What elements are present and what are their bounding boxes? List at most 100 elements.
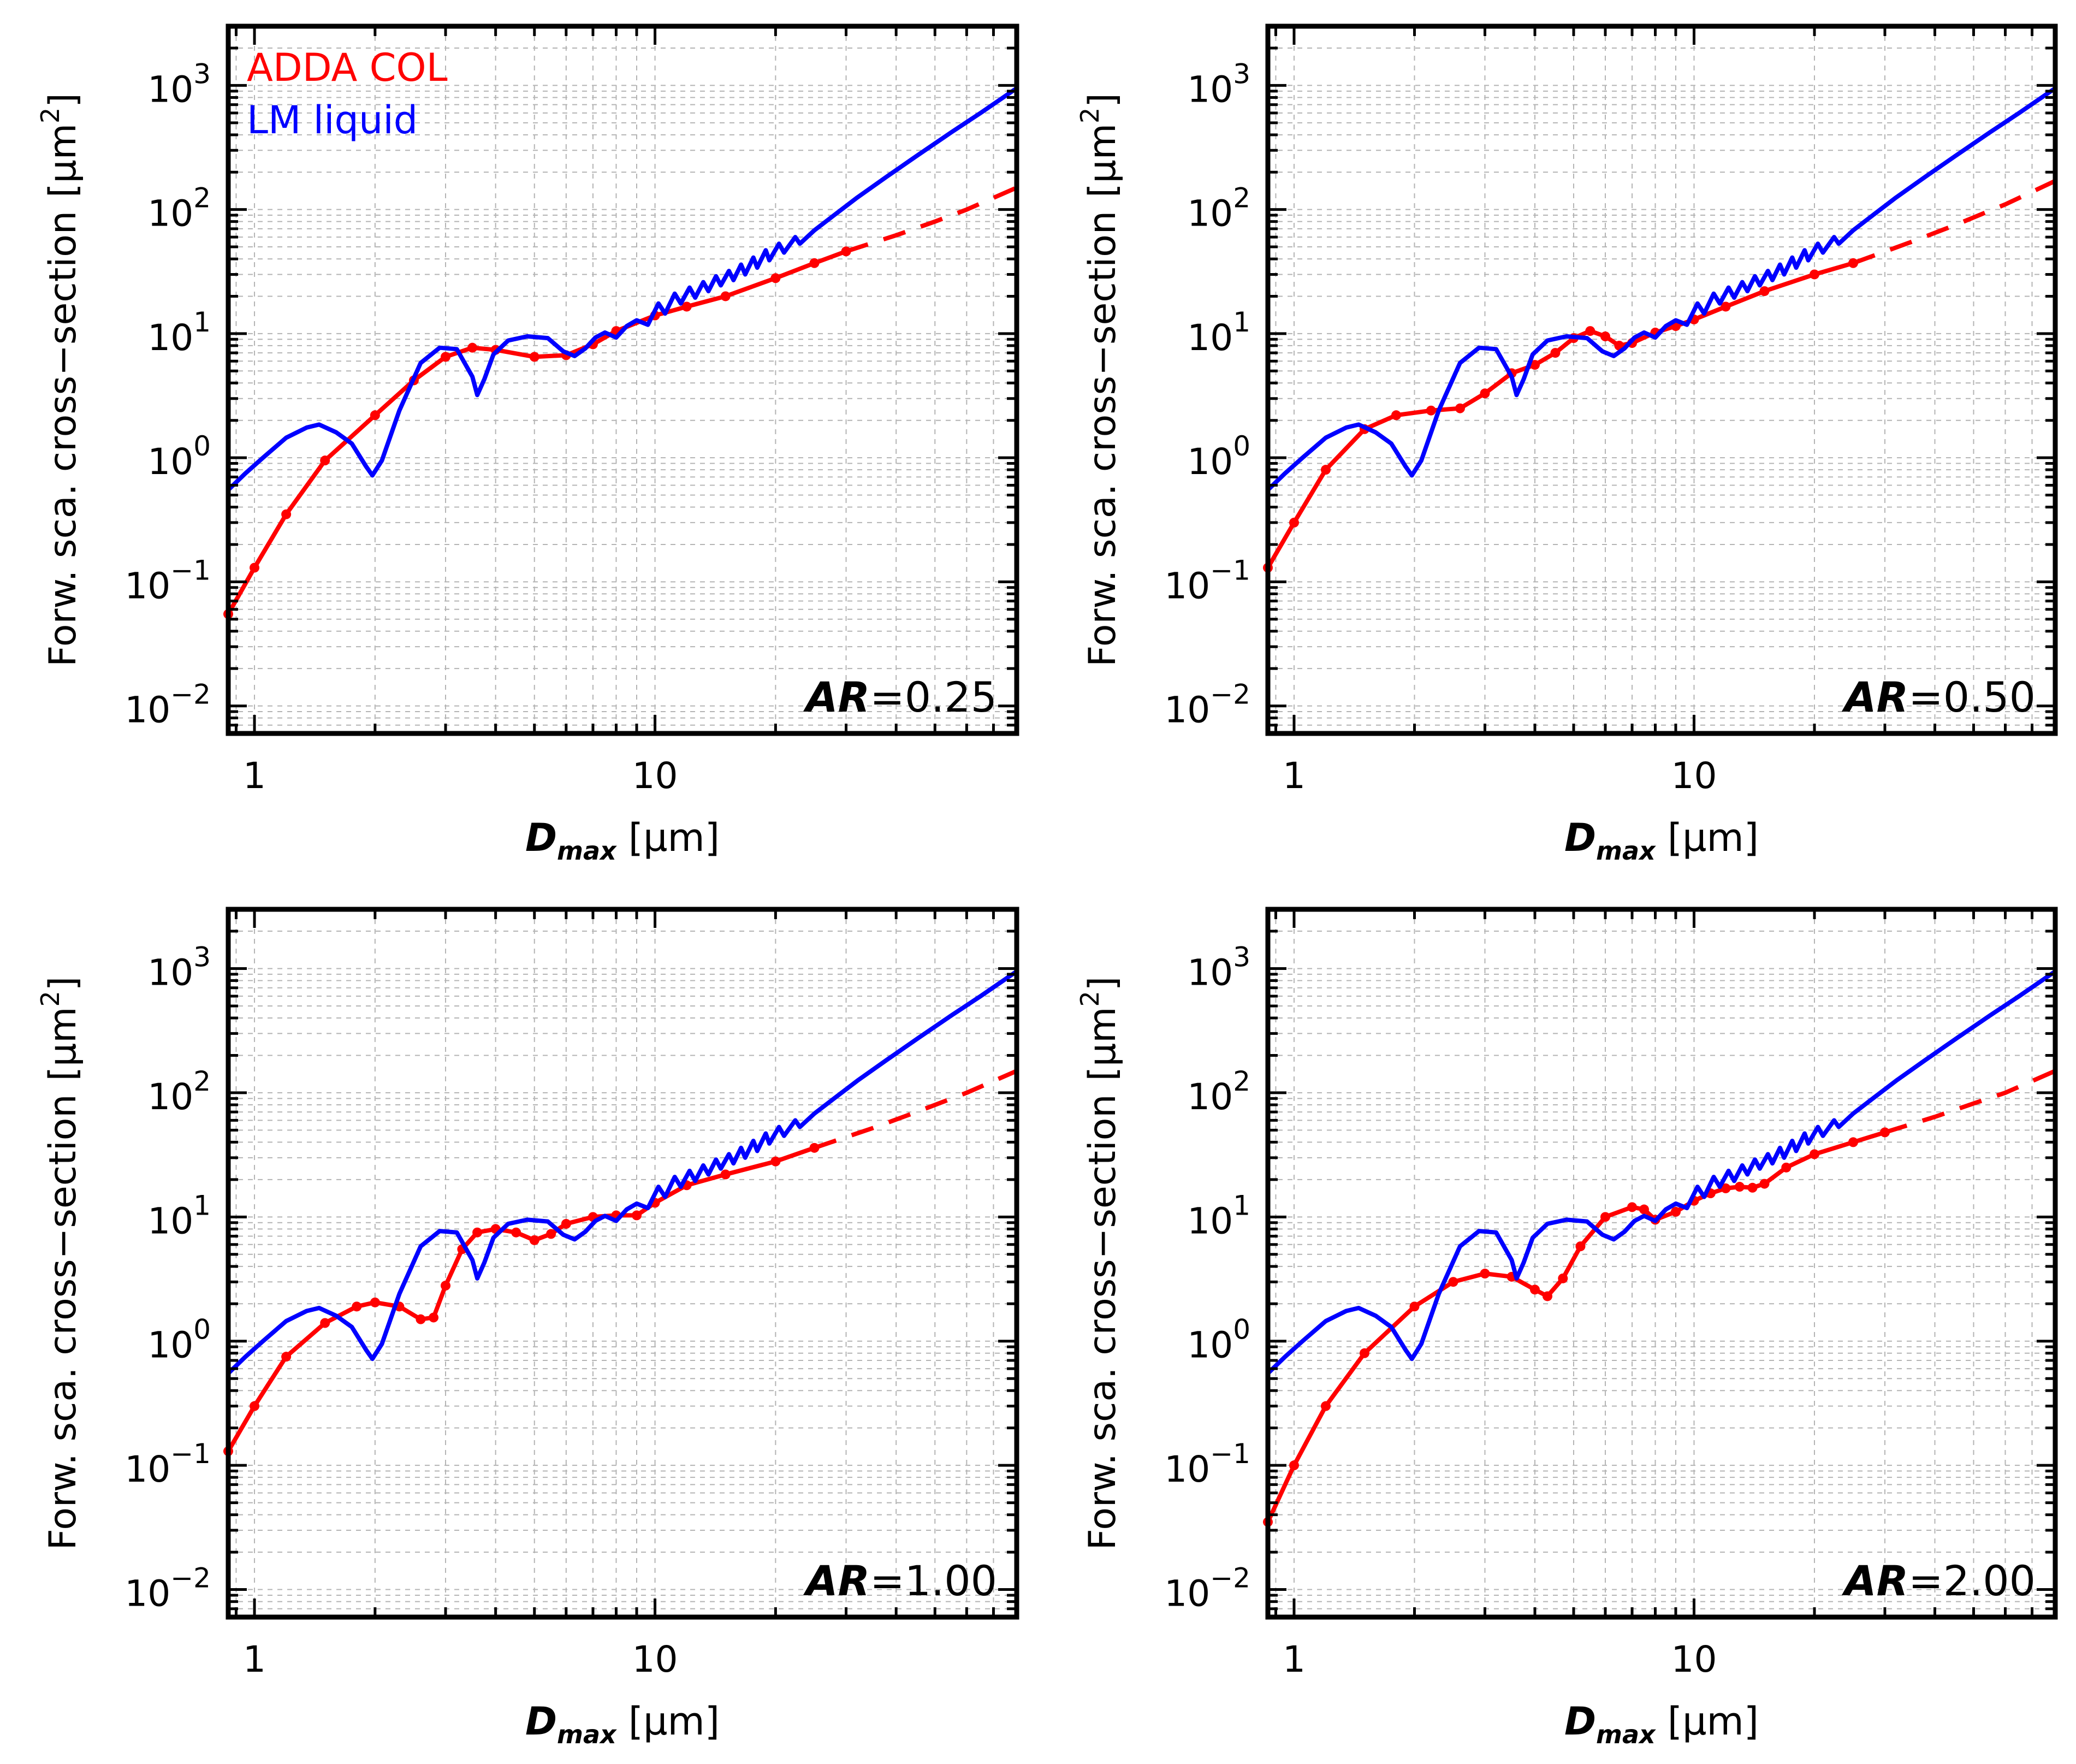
adda-col-point [1550, 348, 1561, 358]
adda-col-point [352, 1301, 362, 1312]
y-tick-label: 102 [1187, 182, 1250, 235]
x-axis-sub: max [1596, 1720, 1656, 1749]
y-tick-exponent: 3 [1233, 942, 1250, 973]
adda-col-point [511, 1227, 521, 1238]
x-axis-sub: max [557, 836, 617, 866]
adda-col-extrapolated-line [1852, 179, 2056, 265]
adda-col-point [416, 1314, 426, 1324]
y-tick-exponent: −1 [170, 554, 211, 586]
y-tick-label: 103 [1187, 942, 1250, 994]
y-tick-exponent: 1 [193, 306, 211, 338]
adda-col-point [809, 258, 820, 268]
y-tick-label: 10−2 [124, 1562, 211, 1615]
x-axis-label: Dmax [μm] [1564, 815, 1759, 866]
y-tick-base: 10 [124, 1448, 170, 1490]
adda-col-point [250, 1401, 260, 1411]
adda-col-point [281, 1352, 292, 1362]
y-tick-base: 10 [1187, 317, 1233, 359]
adda-col-point [1480, 388, 1490, 399]
y-tick-label: 10−2 [124, 679, 211, 731]
adda-col-point [770, 1156, 781, 1167]
y-tick-exponent: 0 [193, 1314, 211, 1346]
adda-col-extrapolated-line [1884, 1069, 2056, 1135]
adda-col-point [320, 455, 330, 466]
x-axis-var: D [525, 815, 557, 860]
y-tick-label: 101 [1187, 1189, 1250, 1242]
y-tick-exponent: 0 [193, 430, 211, 462]
adda-col-point [467, 342, 478, 353]
adda-col-point [1600, 331, 1610, 341]
adda-col-point [1529, 360, 1540, 370]
x-axis-var: D [525, 1699, 557, 1744]
y-tick-exponent: −2 [170, 679, 211, 711]
adda-col-point [1721, 1183, 1731, 1193]
y-tick-label: 103 [1187, 58, 1250, 110]
y-tick-exponent: 3 [193, 942, 211, 973]
legend-entry: LM liquid [247, 98, 418, 143]
grid [1268, 909, 2055, 1617]
y-axis-unit: μm [41, 1007, 85, 1067]
adda-col-point [1391, 410, 1401, 421]
y-tick-exponent: −2 [1210, 1562, 1250, 1594]
adda-col-point [1320, 465, 1331, 475]
y-tick-exponent: 2 [1233, 1065, 1250, 1097]
panel-annotation: AR=2.00 [1842, 1556, 2036, 1605]
ar-prefix: AR [1842, 673, 1908, 721]
adda-col-point [1448, 1277, 1458, 1287]
lm-liquid-line [1266, 86, 2057, 493]
y-axis-label-text: Forw. sca. cross−section [1081, 1094, 1124, 1550]
y-tick-base: 10 [147, 68, 193, 110]
y-axis-unit-open: [ [41, 183, 85, 198]
y-tick-base: 10 [124, 1573, 170, 1615]
y-tick-base: 10 [1187, 193, 1233, 235]
y-tick-exponent: 3 [1233, 58, 1250, 90]
y-tick-exponent: 3 [193, 58, 211, 90]
x-tick-label: 1 [243, 1638, 266, 1680]
adda-col-point [1289, 517, 1299, 528]
y-tick-exponent: 2 [193, 182, 211, 214]
adda-col-point [681, 301, 692, 312]
adda-col-point [1480, 1269, 1490, 1279]
adda-col-extrapolated-line [814, 1069, 1018, 1150]
adda-col-point [1721, 301, 1731, 312]
x-axis-label: Dmax [μm] [525, 1699, 720, 1749]
ticks [228, 909, 1017, 1617]
y-axis-unit-exponent: 2 [35, 108, 65, 123]
y-tick-label: 10−1 [124, 1438, 211, 1490]
ar-value: =0.25 [870, 673, 997, 721]
y-axis-label: Forw. sca. cross−section [μm2] [35, 976, 85, 1550]
adda-col-point [1781, 1162, 1792, 1173]
y-axis-unit-exponent: 2 [1075, 991, 1105, 1007]
x-axis-sub: max [1596, 836, 1656, 866]
ar-prefix: AR [803, 673, 870, 721]
y-tick-base: 10 [147, 1076, 193, 1118]
y-tick-base: 10 [124, 565, 170, 607]
y-tick-base: 10 [1164, 1573, 1210, 1615]
adda-col-point [1575, 1241, 1586, 1252]
adda-col-point [1558, 1273, 1568, 1283]
y-axis-unit-close: ] [41, 93, 85, 108]
y-axis-label-text: Forw. sca. cross−section [41, 1094, 85, 1550]
y-axis-unit-exponent: 2 [35, 991, 65, 1007]
ar-value: =2.00 [1908, 1556, 2036, 1605]
y-tick-label: 100 [147, 430, 211, 483]
y-tick-label: 10−1 [1164, 554, 1250, 607]
ar-prefix: AR [803, 1556, 870, 1605]
panel-annotation: AR=0.25 [803, 673, 997, 721]
adda-col-point [370, 410, 380, 421]
panel-annotation: AR=0.50 [1842, 673, 2036, 721]
x-axis-unit: [μm] [1668, 1699, 1759, 1744]
adda-col-point [1809, 1149, 1819, 1159]
y-tick-exponent: −1 [170, 1438, 211, 1470]
adda-col-point [1734, 1182, 1745, 1192]
y-tick-label: 101 [1187, 306, 1250, 359]
y-tick-label: 100 [147, 1314, 211, 1366]
y-axis-unit-open: [ [1081, 183, 1124, 198]
adda-col-point [1320, 1401, 1331, 1411]
x-tick-label: 1 [1283, 1638, 1306, 1680]
adda-col-line [226, 1145, 817, 1454]
ar-value: =0.50 [1908, 673, 2036, 721]
adda-col-point [1670, 1206, 1681, 1217]
y-tick-label: 10−2 [1164, 1562, 1250, 1615]
